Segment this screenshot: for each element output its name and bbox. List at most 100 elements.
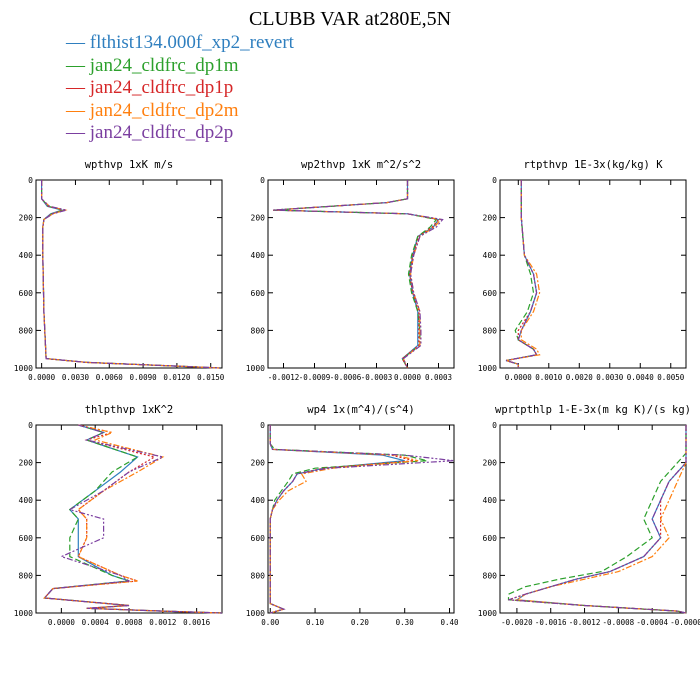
panel-2-ytick-label-0: 0: [260, 176, 265, 185]
panel-5-title: wp4 1x(m^4)/(s^4): [307, 404, 414, 416]
panel-3-ytick-label-2: 400: [483, 251, 498, 260]
panel-6-xtick-label-0: -0.0020: [501, 618, 533, 627]
panel-6-series-5: [508, 425, 687, 614]
legend: — flthist134.000f_xp2_revert — jan24_cld…: [66, 32, 294, 145]
panel-5-xtick-label-4: 0.40: [440, 618, 459, 627]
panel-2-title: wp2thvp 1xK m^2/s^2: [301, 159, 421, 171]
panel-4-series-2: [43, 424, 223, 614]
panel-6-ytick-label-5: 1000: [478, 609, 497, 618]
panel-2-frame: [267, 179, 455, 369]
panel-6-series-4: [515, 425, 687, 614]
panel-5-xtick-label-3: 0.30: [396, 618, 415, 627]
panel-1-series-2: [40, 180, 220, 369]
panel-3-frame: [499, 179, 687, 369]
panel-1-ytick-label-1: 200: [19, 214, 34, 223]
legend-dash-1: —: [66, 32, 90, 53]
panel-2-ytick-label-5: 1000: [246, 364, 265, 373]
legend-dash-3: —: [66, 77, 90, 98]
panel-6-frame: [499, 424, 687, 614]
panel-5-xtick-label-2: 0.20: [351, 618, 370, 627]
panel-6-ytick-label-4: 800: [483, 571, 498, 580]
panel-4-xtick-label-1: 0.0004: [82, 618, 110, 627]
panel-4-series-5: [43, 424, 223, 614]
panel-2-ytick-label-4: 800: [251, 326, 266, 335]
panel-5-ytick-label-4: 800: [251, 571, 266, 580]
panel-5-xtick-label-0: 0.00: [261, 618, 280, 627]
panel-4-series-4: [43, 424, 223, 614]
panel-1-ytick-label-5: 1000: [14, 364, 33, 373]
panel-3-xtick-label-4: 0.0040: [627, 373, 655, 382]
legend-dash-2: —: [66, 54, 90, 76]
panel-5-frame: [267, 424, 455, 614]
legend-dash-4: —: [66, 99, 90, 121]
panel-2-ytick-label-2: 400: [251, 251, 266, 260]
panel-1-xtick-label-3: 0.0090: [130, 373, 158, 382]
panel-2-ytick-label-3: 600: [251, 289, 266, 298]
panel-2-xtick-label-4: 0.0000: [394, 373, 422, 382]
panel-4-ytick-label-2: 400: [19, 496, 34, 505]
panel-3-xtick-label-2: 0.0020: [566, 373, 594, 382]
panel-5-ytick-label-5: 1000: [246, 609, 265, 618]
panel-4-ytick-label-4: 800: [19, 571, 34, 580]
panel-5-ytick-label-3: 600: [251, 534, 266, 543]
panel-1-xtick-label-1: 0.0030: [62, 373, 90, 382]
panel-6-xtick-label-2: -0.0012: [569, 618, 601, 627]
panel-1-xtick-label-5: 0.0150: [197, 373, 225, 382]
panel-6-ytick-label-2: 400: [483, 496, 498, 505]
legend-item-4: — jan24_cldfrc_dp2m: [66, 100, 294, 123]
panel-4-xtick-label-3: 0.0012: [149, 618, 176, 627]
legend-dash-5: —: [66, 122, 90, 143]
panel-3-ytick-label-0: 0: [492, 176, 497, 185]
legend-item-1: — flthist134.000f_xp2_revert: [66, 32, 294, 55]
panel-3-ytick-label-1: 200: [483, 214, 498, 223]
panel-4-frame: [35, 424, 223, 614]
panel-3-ytick-label-5: 1000: [478, 364, 497, 373]
panel-3-series-4: [505, 180, 541, 368]
panel-1-xtick-label-2: 0.0060: [96, 373, 124, 382]
panel-1-frame: [35, 179, 223, 369]
legend-label-4: jan24_cldfrc_dp2m: [89, 99, 239, 121]
panel-4-xtick-label-2: 0.0008: [115, 618, 143, 627]
panel-1-series-1: [40, 180, 220, 369]
panel-3-series-5: [505, 180, 538, 368]
panel-5-ytick-label-2: 400: [251, 496, 266, 505]
panel-6-ytick-label-1: 200: [483, 459, 498, 468]
panel-6-xtick-label-1: -0.0016: [535, 618, 567, 627]
panel-5-series-4: [269, 425, 419, 614]
panel-1-series-5: [40, 180, 220, 369]
legend-item-2: — jan24_cldfrc_dp1m: [66, 55, 294, 78]
panel-4-ytick-label-1: 200: [19, 459, 34, 468]
panel-2-series-5: [273, 180, 444, 369]
panel-6-ytick-label-3: 600: [483, 534, 498, 543]
figure-title: CLUBB VAR at280E,5N: [248, 8, 452, 30]
legend-label-2: jan24_cldfrc_dp1m: [89, 54, 239, 76]
panel-5-ytick-label-0: 0: [260, 421, 265, 430]
panel-3-xtick-label-1: 0.0010: [535, 373, 563, 382]
panel-1-xtick-label-0: 0.0000: [28, 373, 56, 382]
panel-6-xtick-label-3: -0.0008: [603, 618, 635, 627]
panel-5-series-1: [269, 425, 405, 614]
panel-2-xtick-label-2: -0.0006: [330, 373, 362, 382]
legend-label-3: jan24_cldfrc_dp1p: [89, 77, 234, 98]
panel-4-xtick-label-0: 0.0000: [48, 618, 76, 627]
panel-2-xtick-label-1: -0.0009: [299, 373, 331, 382]
panel-3-series-3: [505, 180, 538, 368]
panel-3-xtick-label-0: 0.0000: [505, 373, 533, 382]
panel-2-xtick-label-5: 0.0003: [425, 373, 452, 382]
panel-1-series-4: [40, 180, 220, 369]
panel-6-ytick-label-0: 0: [492, 421, 497, 430]
panel-4-series-3: [43, 424, 223, 614]
panel-2-ytick-label-1: 200: [251, 214, 266, 223]
panel-4-series-1: [43, 424, 223, 614]
panel-3-ytick-label-3: 600: [483, 289, 498, 298]
panel-5-series-5: [269, 425, 455, 614]
panel-2-xtick-label-0: -0.0012: [268, 373, 300, 382]
panel-3-ytick-label-4: 800: [483, 326, 498, 335]
panel-4-ytick-label-0: 0: [28, 421, 33, 430]
panel-1-ytick-label-3: 600: [19, 289, 34, 298]
panel-1-series-3: [40, 180, 220, 369]
panel-1-title: wpthvp 1xK m/s: [85, 159, 174, 171]
panel-6-xtick-label-4: -0.0004: [636, 618, 668, 627]
panel-4-xtick-label-4: 0.0016: [183, 618, 211, 627]
